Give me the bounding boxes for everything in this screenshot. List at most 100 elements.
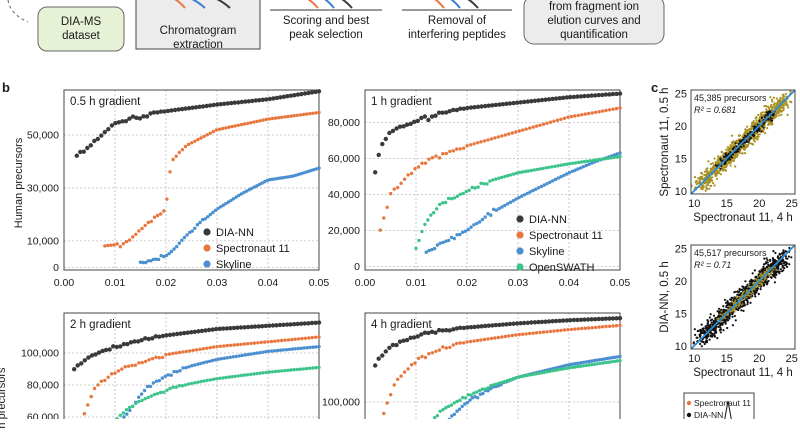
data-point	[222, 344, 226, 348]
data-point	[193, 105, 199, 110]
series-dia-nn	[72, 320, 322, 372]
data-point	[524, 332, 528, 336]
data-point	[486, 103, 491, 108]
cloud-point	[715, 171, 718, 174]
overlay-point	[726, 314, 729, 317]
data-point	[250, 186, 254, 191]
data-point	[281, 322, 286, 327]
data-point	[539, 184, 544, 189]
data-point	[126, 364, 131, 368]
cloud-point	[710, 321, 713, 324]
data-point	[466, 393, 470, 397]
data-point	[485, 182, 489, 186]
data-point	[435, 243, 440, 247]
data-point	[158, 109, 164, 114]
data-point	[548, 329, 553, 334]
overlay-point	[751, 291, 754, 294]
data-point	[296, 346, 300, 351]
data-point	[264, 117, 268, 122]
data-point	[416, 356, 421, 360]
overlay-point	[767, 118, 770, 121]
cloud-point	[699, 335, 702, 338]
overlay-point	[744, 141, 747, 144]
data-point	[184, 366, 188, 370]
chart-title: 1 h gradient	[371, 96, 433, 108]
data-point	[144, 260, 148, 265]
data-point	[178, 369, 182, 373]
cloud-point	[729, 161, 732, 164]
data-point	[447, 109, 452, 114]
cloud-point	[772, 96, 776, 99]
y-tick-label: 20	[675, 121, 687, 133]
data-point	[413, 167, 417, 171]
data-point	[314, 366, 318, 370]
data-point	[236, 100, 241, 105]
data-point	[228, 355, 232, 359]
data-point	[317, 365, 321, 370]
data-point	[245, 373, 250, 377]
cloud-point	[732, 299, 735, 302]
data-point	[88, 143, 94, 148]
data-point	[188, 230, 192, 235]
x-tick-label: 25	[786, 198, 798, 210]
data-point	[308, 366, 312, 370]
series-dia-nn	[373, 316, 623, 368]
data-point	[592, 358, 596, 363]
data-point	[146, 336, 151, 342]
data-point	[278, 95, 283, 100]
cloud-point	[783, 267, 786, 270]
data-point	[491, 207, 496, 211]
data-point	[473, 395, 477, 399]
cloud-point	[723, 165, 727, 168]
overlay-point	[739, 141, 742, 144]
data-point	[274, 95, 280, 101]
cloud-point	[711, 167, 714, 170]
data-point	[239, 192, 244, 196]
data-point	[124, 239, 129, 244]
data-point	[525, 99, 530, 104]
data-point	[154, 355, 158, 359]
cloud-point	[763, 283, 766, 286]
data-point	[596, 316, 601, 322]
data-point	[615, 359, 619, 363]
cloud-point	[736, 154, 739, 157]
data-point	[536, 98, 541, 103]
data-point	[458, 192, 462, 196]
data-point	[162, 254, 166, 259]
data-point	[164, 333, 169, 338]
cloud-point	[708, 338, 711, 341]
data-point	[169, 249, 174, 254]
data-point	[302, 321, 307, 326]
overlay-point	[732, 153, 735, 156]
data-point	[444, 406, 448, 410]
data-point	[125, 412, 129, 416]
cloud-point	[700, 340, 703, 343]
data-point	[600, 316, 605, 322]
cloud-point	[719, 331, 722, 334]
data-point	[404, 337, 410, 343]
x-tick-label: 0.05	[610, 277, 631, 289]
data-point	[608, 356, 612, 360]
data-point	[304, 112, 309, 116]
cloud-point	[748, 129, 751, 132]
data-point	[286, 338, 291, 342]
data-point	[514, 130, 518, 134]
legend-marker	[516, 263, 524, 271]
data-point	[152, 392, 157, 397]
data-point	[559, 175, 563, 179]
data-point	[177, 241, 181, 245]
data-point	[82, 358, 88, 363]
data-point	[134, 401, 138, 406]
x-tick-label: 0.00	[355, 277, 376, 289]
data-point	[493, 102, 498, 108]
data-point	[503, 174, 507, 179]
data-point	[587, 162, 591, 166]
data-point	[582, 317, 587, 322]
data-point	[580, 326, 584, 331]
data-point	[211, 210, 215, 215]
data-point	[196, 329, 201, 334]
overlay-point	[733, 146, 735, 149]
overlay-point	[756, 130, 759, 133]
data-point	[452, 401, 456, 405]
